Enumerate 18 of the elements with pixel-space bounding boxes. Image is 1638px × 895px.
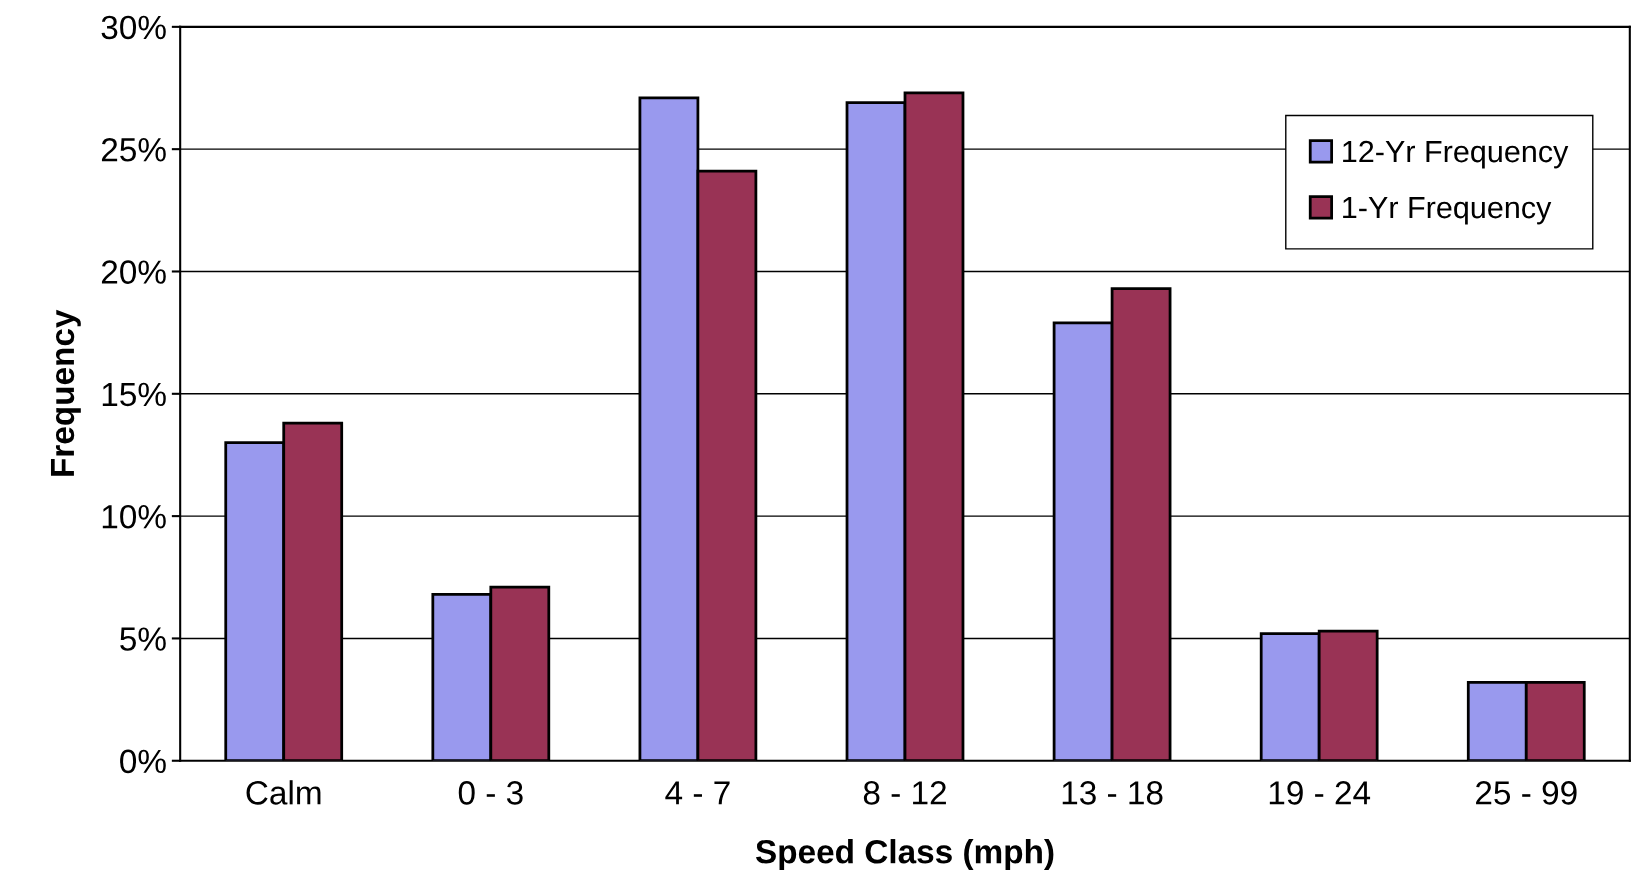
y-tick-label: 25% — [101, 137, 166, 162]
y-tick-label: 5% — [120, 627, 166, 651]
y-tick-label: 20% — [101, 260, 166, 284]
y-axis-title: Frequency — [50, 309, 81, 476]
x-tick-label: 19 - 24 — [1269, 781, 1371, 805]
x-tick-label: 4 - 7 — [665, 781, 730, 805]
y-tick-label: 15% — [102, 382, 166, 407]
y-tick-label: 0% — [120, 749, 166, 774]
y-tick-label: 10% — [102, 504, 166, 529]
x-tick-label: 13 - 18 — [1062, 781, 1163, 805]
legend-label: 1-Yr Frequency — [1343, 197, 1552, 225]
x-tick-label: Calm — [246, 780, 321, 805]
x-tick-label: 0 - 3 — [458, 781, 523, 805]
y-tick-label: 30% — [101, 15, 166, 40]
x-axis-title: Speed Class (mph) — [755, 839, 1054, 871]
x-tick-label: 25 - 99 — [1476, 781, 1577, 805]
legend-label: 12-Yr Frequency — [1343, 140, 1569, 169]
x-tick-label: 8 - 12 — [863, 781, 946, 805]
